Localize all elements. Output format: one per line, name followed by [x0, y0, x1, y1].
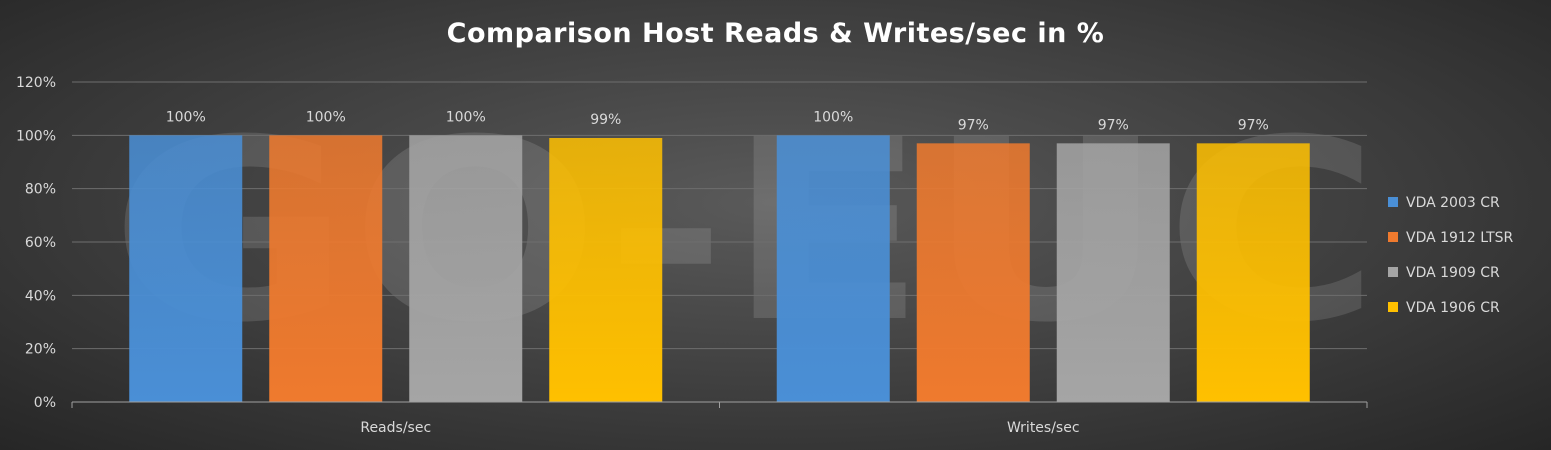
x-axis: Reads/sec Writes/sec	[71, 401, 1368, 436]
chart-title: Comparison Host Reads & Writes/sec in %	[446, 18, 1105, 49]
bar	[129, 135, 243, 403]
bars	[129, 135, 1310, 403]
y-tick-label: 100%	[16, 128, 56, 144]
x-tick-label: Reads/sec	[360, 420, 431, 436]
legend-swatch	[1388, 267, 1398, 277]
y-tick-label: 60%	[25, 235, 56, 251]
data-label: 97%	[1238, 117, 1269, 133]
bar	[549, 138, 663, 402]
data-label: 97%	[958, 117, 989, 133]
data-label: 100%	[813, 109, 853, 125]
bar	[916, 143, 1030, 403]
x-tick-label: Writes/sec	[1007, 420, 1080, 436]
data-label: 100%	[166, 109, 206, 125]
y-tick-label: 40%	[25, 288, 56, 304]
data-label: 99%	[590, 112, 621, 128]
data-label: 100%	[306, 109, 346, 125]
y-tick-label: 20%	[25, 342, 56, 358]
legend-label: VDA 1909 CR	[1406, 265, 1500, 281]
legend: VDA 2003 CR VDA 1912 LTSR VDA 1909 CR VDA 1…	[1388, 195, 1514, 316]
data-label: 97%	[1098, 117, 1129, 133]
bar	[1056, 143, 1170, 403]
data-label: 100%	[446, 109, 486, 125]
legend-swatch	[1388, 302, 1398, 312]
data-labels: 100% 100% 100% 99% 100% 97% 97% 97%	[166, 109, 1269, 133]
bar	[269, 135, 383, 403]
legend-label: VDA 2003 CR	[1406, 195, 1500, 211]
y-tick-label: 80%	[25, 182, 56, 198]
bar	[776, 135, 890, 403]
y-tick-label: 120%	[16, 75, 56, 91]
bar	[409, 135, 523, 403]
legend-label: VDA 1906 CR	[1406, 300, 1500, 316]
legend-label: VDA 1912 LTSR	[1406, 230, 1514, 246]
legend-swatch	[1388, 197, 1398, 207]
y-tick-label: 0%	[34, 395, 56, 411]
legend-swatch	[1388, 232, 1398, 242]
bar	[1196, 143, 1310, 403]
y-axis-ticks: 0% 20% 40% 60% 80% 100% 120%	[16, 75, 56, 411]
